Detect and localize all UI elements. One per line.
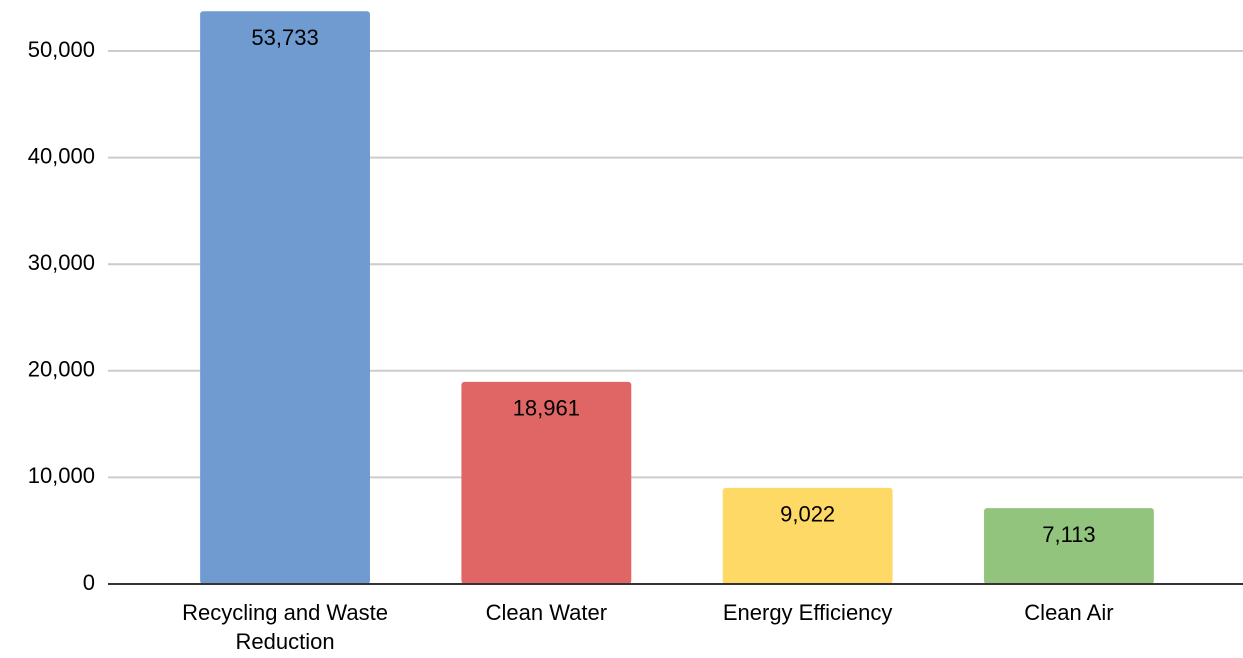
y-tick-label: 40,000	[28, 143, 95, 168]
bar	[461, 381, 632, 584]
bar	[984, 508, 1154, 584]
y-tick-label: 30,000	[28, 250, 95, 275]
x-tick-label: Recycling and Waste Reduction	[182, 600, 388, 654]
y-tick-label: 10,000	[28, 463, 95, 488]
bar	[200, 11, 370, 584]
x-tick-label: Clean Air	[1024, 600, 1114, 625]
y-tick-label: 50,000	[28, 37, 95, 62]
value-label: 18,961	[513, 396, 580, 421]
y-tick-label: 0	[83, 570, 95, 595]
bar	[722, 487, 893, 584]
x-tick-label: Clean Water	[485, 600, 608, 625]
x-tick-label: Energy Efficiency	[722, 600, 893, 625]
value-label: 9,022	[780, 502, 835, 527]
value-label: 53,733	[251, 25, 318, 50]
y-tick-label: 20,000	[28, 357, 95, 382]
value-label: 7,113	[1042, 522, 1095, 547]
